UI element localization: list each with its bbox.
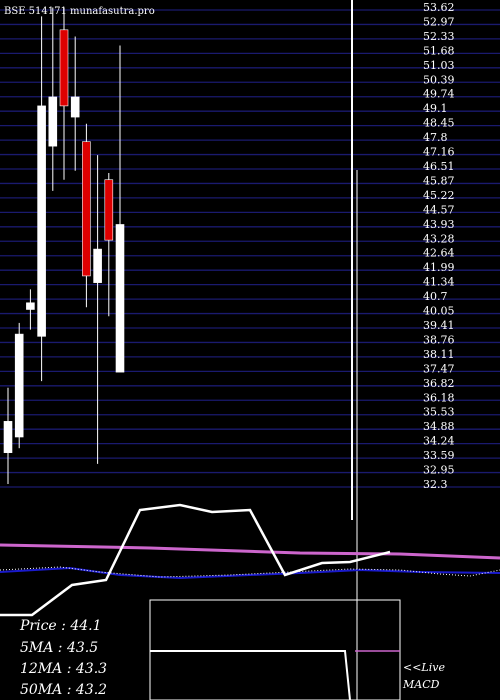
y-tick-label: 39.41 [423,319,455,332]
y-tick-label: 32.95 [423,464,455,477]
y-tick-label: 44.57 [423,203,455,216]
y-tick-label: 47.16 [423,146,455,159]
y-tick-label: 40.05 [423,305,455,318]
candle-body [104,179,114,241]
legend-5ma: 5MA : 43.5 [20,640,98,656]
y-tick-label: 35.53 [423,406,455,419]
legend-12ma: 12MA : 43.3 [20,661,107,677]
y-tick-label: 42.64 [423,247,455,260]
y-tick-label: 49.1 [423,102,448,115]
candle-body [26,302,35,310]
y-tick-label: 33.59 [423,449,455,462]
legend-50ma: 50MA : 43.2 [20,682,107,698]
y-tick-label: 52.97 [423,15,455,28]
indicator-line-magenta [0,543,500,560]
y-tick-label: 46.51 [423,160,455,173]
candle-body [115,224,125,373]
macd-line [150,650,351,700]
macd-label: MACD [402,678,440,691]
y-tick-label: 43.93 [423,218,455,231]
y-tick-label: 45.22 [423,189,455,202]
y-tick-label: 36.82 [423,377,455,390]
chart-header: BSE 514171 munafasutra.pro [4,6,155,17]
candle-body [14,333,24,438]
y-tick-label: 34.24 [423,435,455,448]
candle-body [37,105,46,337]
candle-body [59,29,69,107]
y-tick-label: 51.03 [423,59,455,72]
indicator-line-white [0,503,391,617]
live-label: <<Live [403,661,445,674]
legend-price: Price : 44.1 [19,618,102,634]
y-tick-label: 34.88 [423,420,455,433]
candle-body [48,96,58,147]
y-tick-label: 48.45 [423,117,455,130]
candle-body [3,421,13,453]
y-tick-label: 52.33 [423,30,455,43]
y-tick-label: 53.62 [423,1,455,14]
y-tick-label: 38.11 [423,348,455,361]
y-tick-label: 37.47 [423,362,455,375]
y-tick-label: 51.68 [423,44,455,57]
candle-body [93,248,102,283]
y-tick-label: 32.3 [423,478,448,491]
candles [3,7,125,484]
y-tick-label: 47.8 [423,131,448,144]
y-tick-label: 41.34 [423,276,455,289]
y-tick-label: 45.87 [423,174,455,187]
indicator-panel [0,503,500,617]
y-tick-label: 50.39 [423,73,455,86]
y-tick-label: 49.74 [423,88,455,101]
indicator-line-blue [0,566,500,580]
y-tick-label: 41.99 [423,261,455,274]
y-tick-label: 36.18 [423,391,455,404]
candle-body [70,96,80,118]
candle-body [82,141,91,277]
y-tick-label: 40.7 [423,290,448,303]
y-tick-label: 43.28 [423,232,455,245]
y-tick-label: 38.76 [423,333,455,346]
price-grid [0,9,500,488]
